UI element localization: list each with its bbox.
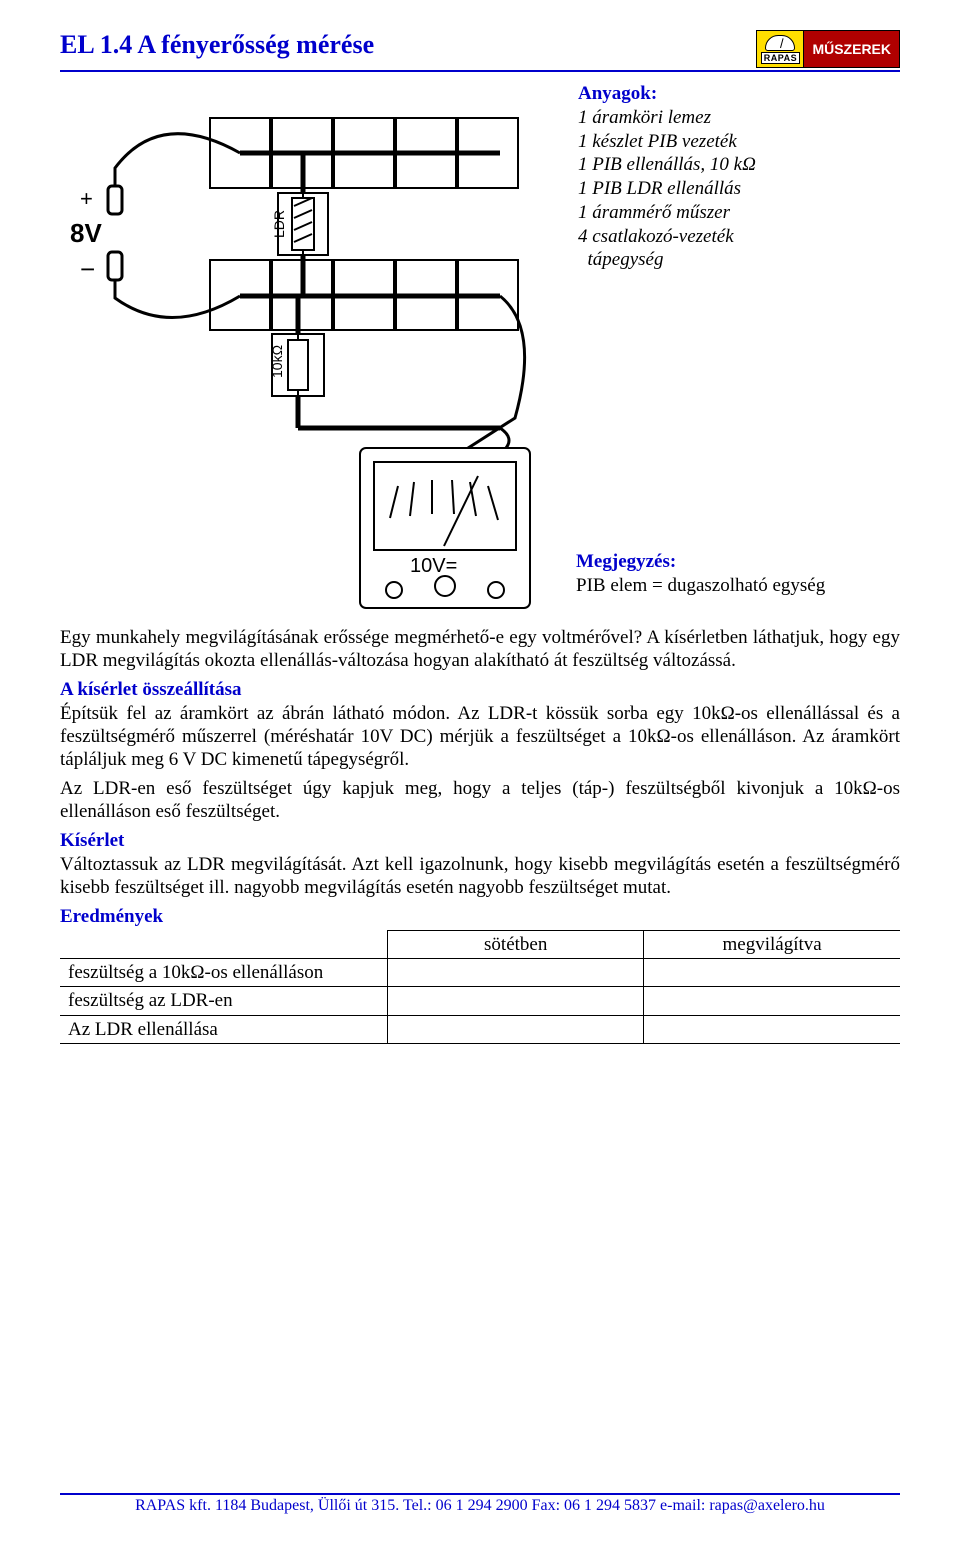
experiment-heading: Kísérlet	[60, 830, 124, 851]
intro-paragraph: Egy munkahely megvilágításának erőssége …	[60, 626, 900, 672]
materials-line: 1 PIB ellenállás, 10 kΩ	[578, 153, 756, 177]
materials-line: 1 árammérő műszer	[578, 201, 756, 225]
experiment-paragraph: Változtassuk az LDR megvilágítását. Azt …	[60, 854, 900, 898]
row-label: feszültség az LDR-en	[60, 987, 388, 1015]
materials-line: 1 készlet PIB vezeték	[578, 130, 756, 154]
materials-line: tápegység	[578, 248, 756, 272]
meter-range-label: 10V=	[410, 555, 457, 577]
cell	[644, 987, 900, 1015]
resistor-label: 10kΩ	[269, 345, 285, 378]
note-block: Megjegyzés: PIB elem = dugaszolható egys…	[576, 550, 825, 598]
note-heading: Megjegyzés:	[576, 550, 825, 574]
header-rule	[60, 70, 900, 72]
results-heading: Eredmények	[60, 905, 900, 928]
note-text: PIB elem = dugaszolható egység	[576, 574, 825, 598]
cell	[644, 1015, 900, 1043]
page-title: EL 1.4 A fényerősség mérése	[60, 30, 374, 60]
brand-word: MŰSZEREK	[804, 30, 900, 68]
setup-paragraph-1: Építsük fel az áramkört az ábrán látható…	[60, 703, 900, 770]
brand-name: RAPAS	[761, 52, 800, 64]
cell	[388, 1015, 644, 1043]
setup-paragraph-2: Az LDR-en eső feszültséget úgy kapjuk me…	[60, 777, 900, 823]
setup-heading: A kísérlet összeállítása	[60, 679, 242, 700]
vsource-label: 8V	[70, 218, 102, 248]
cell	[388, 959, 644, 987]
materials-line: 1 áramköri lemez	[578, 106, 756, 130]
materials-line: 1 PIB LDR ellenállás	[578, 177, 756, 201]
circuit-diagram: + 8V − LDR 10kΩ 10V=	[60, 78, 560, 618]
row-label: Az LDR ellenállása	[60, 1015, 388, 1043]
materials-block: Anyagok: 1 áramköri lemez 1 készlet PIB …	[578, 78, 756, 272]
meter-icon	[765, 35, 795, 51]
cell	[388, 987, 644, 1015]
col-lit: megvilágítva	[644, 931, 900, 959]
page-footer: RAPAS kft. 1184 Budapest, Üllői út 315. …	[60, 1493, 900, 1515]
materials-heading: Anyagok:	[578, 82, 756, 106]
brand-logo: RAPAS MŰSZEREK	[756, 30, 900, 68]
minus-label: −	[80, 254, 95, 284]
footer-text: RAPAS kft. 1184 Budapest, Üllői út 315. …	[135, 1497, 825, 1514]
results-table: sötétben megvilágítva feszültség a 10kΩ-…	[60, 930, 900, 1044]
col-dark: sötétben	[388, 931, 644, 959]
materials-line: 4 csatlakozó-vezeték	[578, 225, 756, 249]
row-label: feszültség a 10kΩ-os ellenálláson	[60, 959, 388, 987]
plus-label: +	[80, 186, 93, 211]
ldr-label: LDR	[271, 210, 287, 238]
cell	[644, 959, 900, 987]
